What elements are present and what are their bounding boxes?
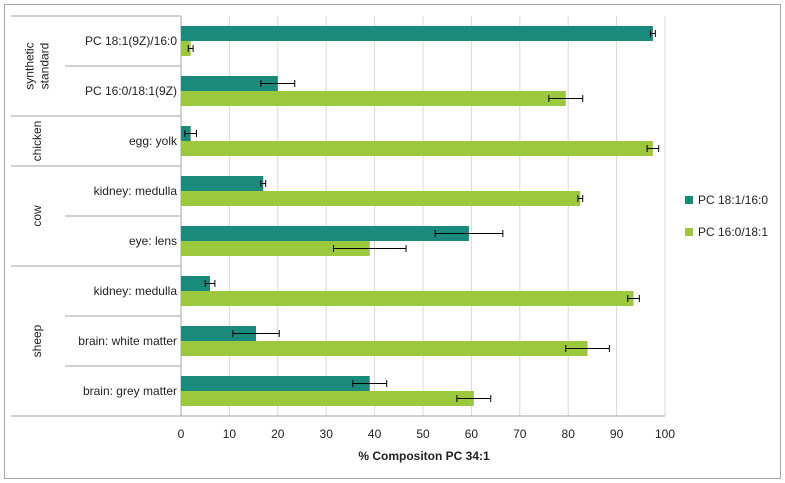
- group-label: chicken: [30, 121, 44, 162]
- bar: [181, 226, 469, 241]
- bar: [181, 176, 264, 191]
- x-tick-label: 50: [416, 427, 430, 441]
- category-label: PC 18:1(9Z)/16:0: [85, 34, 177, 48]
- error-bars: [184, 30, 660, 402]
- category-labels: PC 18:1(9Z)/16:0 PC 16:0/18:1(9Z) egg: yol…: [78, 34, 178, 398]
- category-label: kidney: medulla: [94, 184, 178, 198]
- bar: [181, 91, 566, 106]
- x-tick-label: 40: [368, 427, 382, 441]
- x-tick-label: 30: [320, 427, 334, 441]
- bar: [181, 276, 211, 291]
- bar: [181, 291, 634, 306]
- x-tick-label: 70: [513, 427, 527, 441]
- group-labels: synthetic standard chicken cow sheep: [11, 15, 65, 417]
- bar: [181, 76, 278, 91]
- x-axis-title: % Compositon PC 34:1: [358, 449, 490, 463]
- x-tick-label: 90: [610, 427, 624, 441]
- x-tick-label: 100: [655, 427, 675, 441]
- category-label: eye: lens: [129, 234, 177, 248]
- chart-frame: [4, 4, 781, 479]
- x-tick-label: 80: [562, 427, 576, 441]
- x-axis-ticks: 0 10 20 30 40 50 60 70 80 90 100: [178, 427, 676, 441]
- legend: PC 18:1/16:0 PC 16:0/18:1: [685, 193, 768, 239]
- bar: [181, 391, 474, 406]
- group-label: cow: [30, 205, 44, 227]
- group-label: synthetic: [23, 42, 37, 89]
- bar: [181, 326, 257, 341]
- bar: [181, 341, 588, 356]
- category-label: PC 16:0/18:1(9Z): [85, 84, 177, 98]
- group-label: standard: [38, 43, 52, 90]
- category-label: brain: white matter: [78, 334, 177, 348]
- legend-swatch: [685, 196, 693, 204]
- bar: [181, 191, 581, 206]
- category-label: kidney: medulla: [94, 284, 178, 298]
- bar: [181, 241, 370, 256]
- bar: [181, 376, 370, 391]
- x-tick-label: 60: [465, 427, 479, 441]
- bar: [181, 141, 653, 156]
- bar: [181, 26, 653, 41]
- legend-label: PC 16:0/18:1: [698, 225, 768, 239]
- legend-label: PC 18:1/16:0: [698, 193, 768, 207]
- category-label: brain: grey matter: [83, 384, 177, 398]
- x-tick-label: 20: [271, 427, 285, 441]
- bar: [181, 41, 191, 56]
- group-label: sheep: [30, 324, 44, 357]
- legend-swatch: [685, 228, 693, 236]
- bars: [181, 26, 653, 406]
- x-tick-label: 0: [178, 427, 185, 441]
- category-label: egg: yolk: [129, 134, 178, 148]
- x-tick-label: 10: [223, 427, 237, 441]
